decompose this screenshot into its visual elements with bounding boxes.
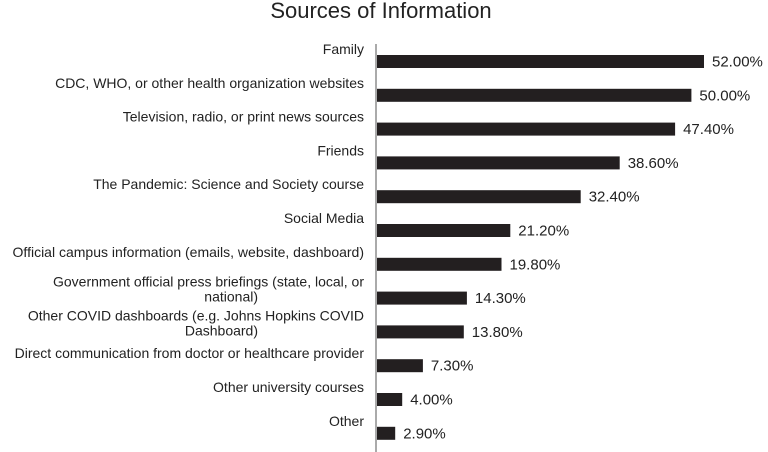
bar: [377, 88, 692, 102]
value-label: 4.00%: [410, 392, 453, 409]
bar: [377, 122, 676, 136]
bars-group: 52.00% Family 50.00% CDC, WHO, or other hea…: [13, 41, 763, 442]
bar: [377, 426, 396, 440]
category-label: Social Media: [284, 210, 364, 226]
bar: [377, 55, 704, 68]
value-label: 52.00%: [712, 54, 763, 71]
bar: [377, 359, 423, 373]
value-label: 50.00%: [699, 87, 750, 104]
bar: [377, 257, 502, 271]
category-label: Other: [329, 413, 364, 429]
category-label: Television, radio, or print news sources: [123, 109, 364, 125]
category-label: Other COVID dashboards (e.g. Johns Hopki…: [28, 307, 364, 338]
category-label: Government official press briefings (sta…: [53, 274, 364, 305]
category-label: CDC, WHO, or other health organization w…: [55, 75, 364, 91]
category-label: Direct communication from doctor or heal…: [15, 345, 365, 361]
bar: [377, 156, 620, 170]
value-label: 47.40%: [683, 121, 734, 138]
value-label: 7.30%: [431, 358, 474, 375]
bar: [377, 224, 511, 237]
category-label: Other university courses: [213, 379, 364, 395]
bar: [377, 393, 403, 406]
bar: [377, 190, 581, 204]
value-label: 38.60%: [628, 155, 679, 172]
category-label: Friends: [317, 142, 364, 158]
value-label: 2.90%: [403, 425, 446, 442]
value-label: 13.80%: [472, 324, 523, 341]
category-label: The Pandemic: Science and Society course: [93, 176, 364, 192]
value-label: 32.40%: [589, 189, 640, 206]
value-label: 21.20%: [518, 223, 569, 240]
category-label: Official campus information (emails, web…: [13, 244, 364, 260]
value-label: 19.80%: [510, 256, 561, 273]
bar: [377, 291, 467, 305]
chart-title: Sources of Information: [270, 0, 491, 23]
value-label: 14.30%: [475, 290, 526, 307]
category-label: Family: [323, 41, 364, 57]
bar: [377, 325, 464, 339]
